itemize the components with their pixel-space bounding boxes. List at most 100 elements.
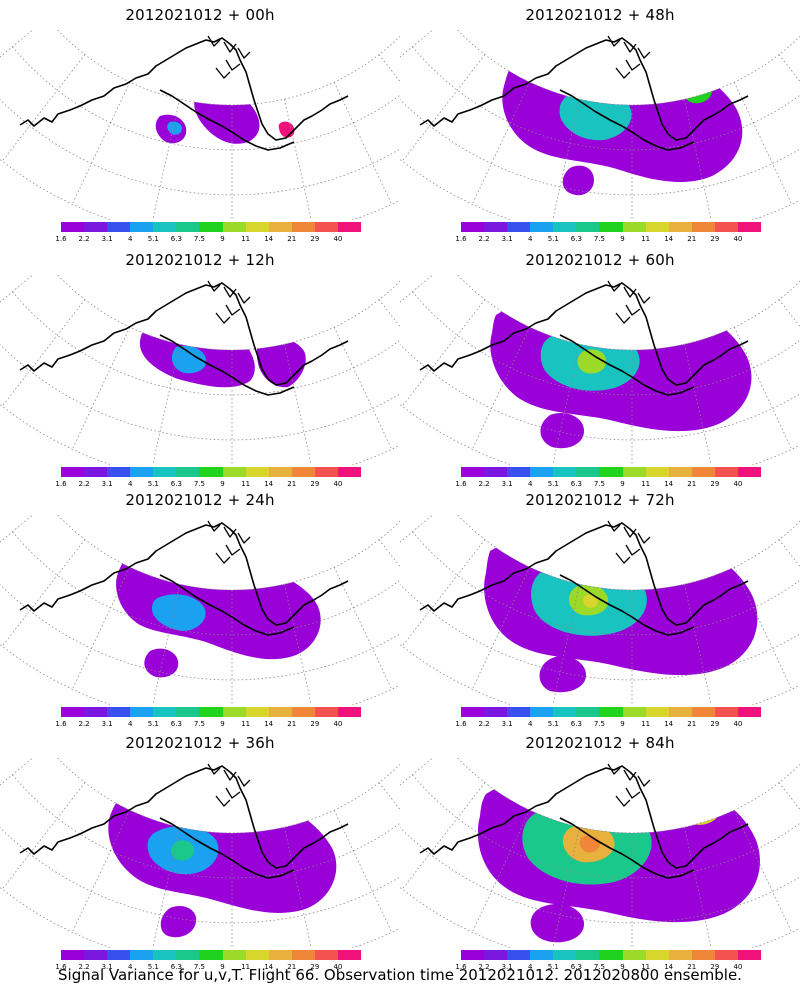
meridian-line [471, 810, 531, 933]
variance-contour [167, 121, 182, 135]
coastline [19, 763, 349, 879]
colorbar-label: 1.6 [455, 963, 467, 971]
colorbar-label: 3.1 [501, 720, 513, 728]
island-outlines [207, 520, 251, 564]
colorbar-swatch [691, 467, 715, 477]
variance-shading [139, 318, 306, 388]
colorbar-label: 1.6 [55, 963, 67, 971]
colorbar-label: 5.1 [547, 235, 559, 243]
colorbar-swatch [714, 222, 738, 232]
colorbar-label: 21 [687, 235, 697, 243]
island-outlines [607, 280, 651, 324]
colorbar-label: 14 [264, 720, 274, 728]
meridian-line [401, 299, 486, 407]
colorbar-label: 5.1 [147, 235, 159, 243]
variance-contour [674, 782, 723, 825]
colorbar-label: 40 [733, 963, 743, 971]
colorbar-label: 9 [620, 480, 625, 488]
meridian-line [401, 782, 486, 890]
colorbar-swatch [461, 707, 485, 717]
colorbar-swatch [576, 467, 600, 477]
colorbar-swatch [84, 467, 108, 477]
colorbar-swatch [507, 222, 531, 232]
colorbar-label: 3.1 [101, 235, 113, 243]
colorbar-swatch [507, 950, 531, 960]
meridian-line [0, 275, 34, 303]
latitude-circle [457, 30, 800, 106]
colorbar [461, 222, 762, 232]
meridian-line [152, 99, 180, 220]
colorbar-swatch [291, 950, 315, 960]
colorbar-label: 2.2 [478, 480, 490, 488]
variance-contour [152, 594, 206, 631]
meridian-line [778, 539, 800, 568]
colorbar-swatch [245, 707, 269, 717]
meridian-line [284, 584, 312, 705]
colorbar-swatch [61, 222, 85, 232]
colorbar-swatch [530, 950, 554, 960]
colorbar-label: 1.6 [55, 480, 67, 488]
panel-title: 2012021012 + 84h [525, 734, 675, 752]
meridian-line [471, 327, 531, 450]
colorbar-label: 40 [733, 720, 743, 728]
map-panel-84h: 2012021012 + 84h 1.6 2.2 3.1 4 5.1 6.3 7.5 9 11 1… [400, 728, 800, 973]
graticule [400, 515, 800, 705]
colorbar-swatch [222, 467, 246, 477]
colorbar-swatch [507, 707, 531, 717]
colorbar-label: 1.6 [455, 235, 467, 243]
colorbar-swatch [314, 707, 338, 717]
meridian-line [378, 299, 400, 328]
map-panel-48h: 2012021012 + 48h 1.6 2.2 3.1 4 5.1 6.3 7.5 9 11 1… [400, 0, 800, 245]
panel-title: 2012021012 + 60h [525, 251, 675, 269]
colorbar-swatch [107, 467, 131, 477]
colorbar-swatch [553, 222, 577, 232]
colorbar [61, 467, 362, 477]
meridian-line [733, 327, 793, 450]
coastline-path [559, 574, 695, 636]
colorbar-label: 3.1 [501, 480, 513, 488]
colorbar-label: 21 [687, 480, 697, 488]
colorbar-swatch [176, 707, 200, 717]
meridian-line [684, 99, 712, 220]
colorbar-label: 4 [527, 235, 533, 243]
variance-map-36h [0, 758, 400, 948]
colorbar-swatch [61, 467, 85, 477]
colorbar-swatch [291, 707, 315, 717]
variance-shading [477, 767, 760, 943]
colorbar-swatch [599, 950, 623, 960]
meridian-line [778, 54, 800, 83]
colorbar-swatch [691, 950, 715, 960]
latitude-circle [0, 827, 400, 924]
colorbar-swatch [461, 222, 485, 232]
colorbar-swatch [691, 222, 715, 232]
colorbar-swatch [130, 950, 154, 960]
colorbar-swatch [553, 707, 577, 717]
colorbar-swatch [268, 707, 292, 717]
colorbar-label: 29 [310, 963, 320, 971]
colorbar-swatch [222, 950, 246, 960]
meridian-line [71, 810, 131, 933]
colorbar-label: 2.2 [478, 235, 490, 243]
map-panel-60h: 2012021012 + 60h 1.6 2.2 3.1 4 5.1 6.3 7.5 9 11 1… [400, 245, 800, 490]
colorbar-label: 6.3 [170, 480, 182, 488]
island-outlines [607, 520, 651, 564]
graticule [0, 30, 400, 220]
meridian-line [401, 54, 486, 162]
latitude-circle [400, 584, 800, 681]
colorbar-label: 4 [127, 963, 133, 971]
coastline-path [419, 282, 749, 386]
meridian-line [1, 299, 86, 407]
graticule [400, 275, 800, 465]
colorbar-label: 9 [220, 720, 225, 728]
colorbar-swatch [737, 707, 762, 717]
colorbar-label: 6.3 [570, 720, 582, 728]
colorbar-swatch [576, 222, 600, 232]
colorbar-swatch [314, 222, 338, 232]
meridian-line [733, 810, 793, 933]
coastline-path [159, 574, 295, 636]
map-panel-36h: 2012021012 + 36h 1.6 2.2 3.1 4 5.1 6.3 7.5 9 11 1… [0, 728, 400, 973]
panel-title: 2012021012 + 24h [125, 491, 275, 509]
colorbar-label: 7.5 [193, 963, 206, 971]
variance-contour [539, 656, 586, 693]
colorbar-label: 2.2 [78, 720, 90, 728]
